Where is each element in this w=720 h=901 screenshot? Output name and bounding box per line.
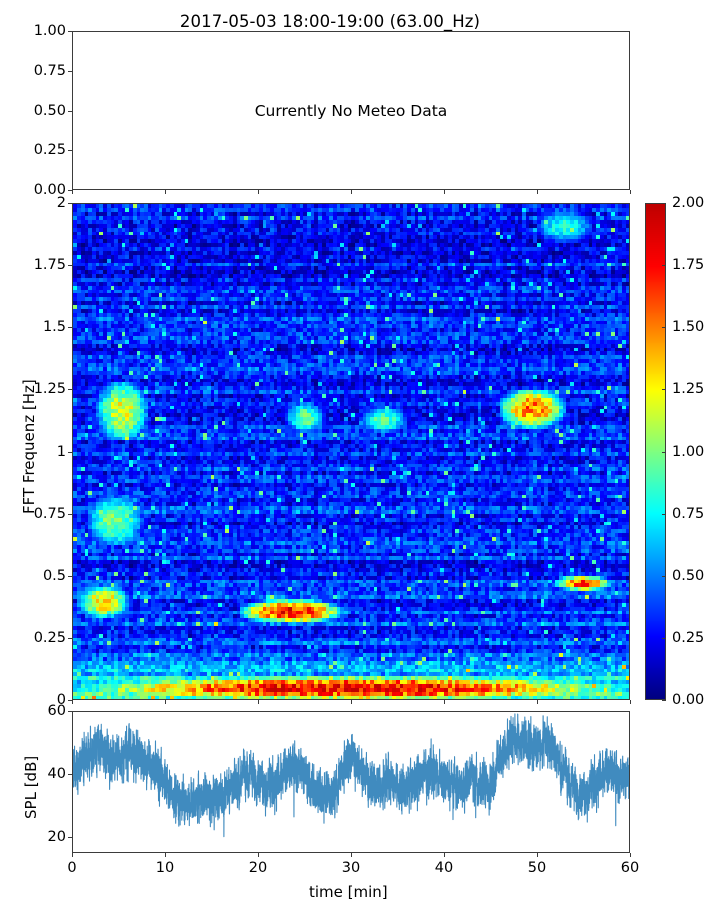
tick-mark — [165, 700, 166, 704]
tick-label: 60 — [620, 860, 640, 876]
tick-label: 0.25 — [672, 629, 705, 646]
tick-label: 20 — [248, 860, 268, 876]
tick-label: 1.5 — [42, 319, 66, 336]
meteo-no-data-message: Currently No Meteo Data — [254, 101, 448, 120]
tick-label: 1.50 — [672, 319, 705, 336]
tick-label: 0.00 — [672, 692, 705, 708]
spectrogram-panel — [72, 203, 630, 700]
tick-mark — [351, 190, 352, 194]
tick-mark — [630, 853, 631, 857]
tick-mark — [630, 700, 631, 704]
tick-mark — [72, 700, 73, 704]
tick-mark — [68, 711, 72, 712]
colorbar-tick-mark — [662, 203, 666, 204]
tick-mark — [351, 700, 352, 704]
tick-mark — [444, 853, 445, 857]
colorbar-tick-mark — [662, 265, 666, 266]
tick-label: 0.00 — [33, 182, 66, 198]
tick-label: 0.25 — [33, 142, 66, 159]
spl-panel — [72, 711, 630, 853]
tick-label: 40 — [47, 766, 66, 783]
tick-mark — [68, 774, 72, 775]
colorbar-tick-mark — [662, 514, 666, 515]
tick-mark — [68, 514, 72, 515]
tick-mark — [68, 31, 72, 32]
colorbar-tick-mark — [662, 576, 666, 577]
tick-mark — [68, 452, 72, 453]
tick-label: 20 — [47, 829, 66, 846]
tick-mark — [68, 111, 72, 112]
tick-label: 2.00 — [672, 195, 705, 211]
tick-mark — [258, 190, 259, 194]
tick-label: 10 — [155, 860, 175, 876]
tick-label: 1.00 — [672, 443, 705, 460]
tick-label: 1.25 — [33, 381, 66, 398]
tick-label: 60 — [47, 703, 66, 719]
colorbar-tick-mark — [662, 638, 666, 639]
x-axis-label: time [min] — [309, 883, 388, 901]
tick-mark — [68, 638, 72, 639]
tick-label: 0.75 — [672, 505, 705, 522]
tick-mark — [68, 150, 72, 151]
tick-mark — [72, 853, 73, 857]
tick-label: 30 — [341, 860, 361, 876]
colorbar-gradient — [646, 204, 665, 699]
tick-mark — [444, 700, 445, 704]
tick-label: 1 — [56, 443, 66, 460]
tick-mark — [68, 389, 72, 390]
tick-mark — [351, 853, 352, 857]
colorbar-tick-mark — [662, 389, 666, 390]
tick-label: 0.50 — [672, 567, 705, 584]
tick-label: 0.75 — [33, 62, 66, 79]
tick-mark — [68, 327, 72, 328]
tick-label: 40 — [434, 860, 454, 876]
tick-mark — [68, 265, 72, 266]
tick-label: 0.5 — [42, 567, 66, 584]
tick-mark — [68, 576, 72, 577]
tick-label: 2 — [56, 195, 66, 211]
tick-label: 0 — [56, 692, 66, 708]
tick-label: 50 — [527, 860, 547, 876]
tick-mark — [537, 853, 538, 857]
spectrogram-y-axis-label: FFT Frequenz [Hz] — [20, 378, 38, 514]
tick-mark — [444, 190, 445, 194]
tick-mark — [630, 190, 631, 194]
tick-mark — [165, 190, 166, 194]
colorbar — [645, 203, 666, 700]
tick-mark — [72, 190, 73, 194]
spectrogram-image — [73, 204, 629, 699]
tick-label: 0.50 — [33, 102, 66, 119]
spl-timeseries-line — [73, 712, 629, 852]
meteo-panel: Currently No Meteo Data — [72, 31, 630, 190]
colorbar-tick-mark — [662, 327, 666, 328]
tick-mark — [68, 700, 72, 701]
tick-mark — [258, 700, 259, 704]
tick-mark — [165, 853, 166, 857]
tick-label: 1.00 — [33, 23, 66, 39]
colorbar-tick-mark — [662, 700, 666, 701]
tick-mark — [537, 700, 538, 704]
colorbar-tick-mark — [662, 452, 666, 453]
tick-label: 0.75 — [33, 505, 66, 522]
tick-mark — [68, 837, 72, 838]
tick-mark — [537, 190, 538, 194]
tick-mark — [68, 203, 72, 204]
tick-label: 1.75 — [672, 257, 705, 274]
tick-label: 1.25 — [672, 381, 705, 398]
tick-mark — [68, 190, 72, 191]
tick-label: 0.25 — [33, 629, 66, 646]
tick-mark — [258, 853, 259, 857]
tick-mark — [68, 71, 72, 72]
tick-label: 0 — [67, 860, 77, 876]
figure-title: 2017-05-03 18:00-19:00 (63.00_Hz) — [179, 12, 481, 31]
spl-y-axis-label: SPL [dB] — [22, 755, 40, 819]
tick-label: 1.75 — [33, 257, 66, 274]
